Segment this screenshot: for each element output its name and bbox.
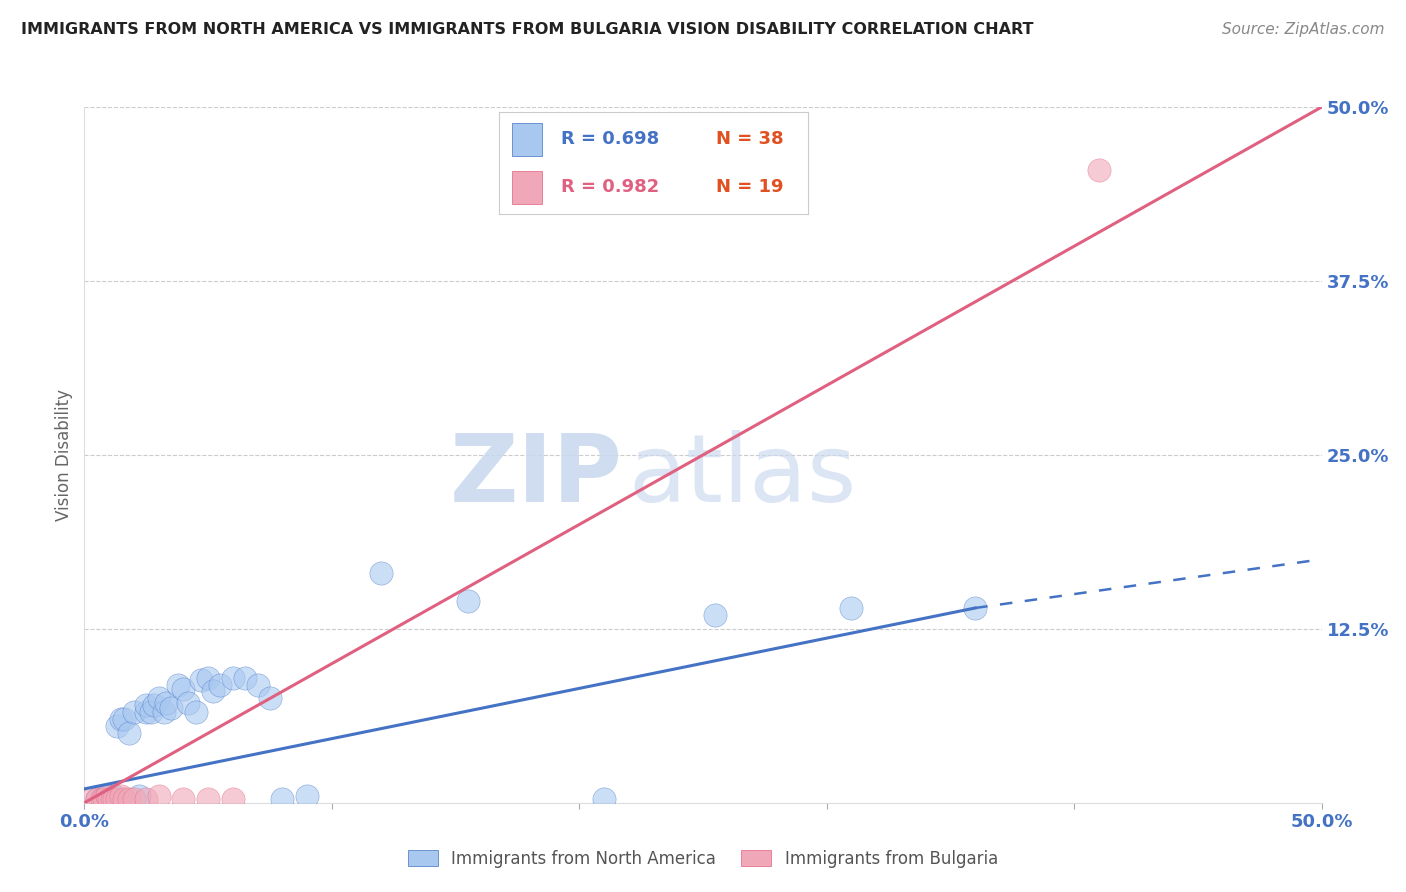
Point <box>246 677 269 691</box>
Point <box>98 791 121 805</box>
Point <box>93 791 115 805</box>
Point <box>148 789 170 803</box>
Point <box>259 691 281 706</box>
Point <box>118 791 141 805</box>
Text: atlas: atlas <box>628 430 858 522</box>
Point <box>148 691 170 706</box>
Point <box>222 791 245 805</box>
Point <box>122 706 145 720</box>
Point <box>370 566 392 581</box>
Point <box>103 791 125 805</box>
Point <box>135 791 157 805</box>
Text: ZIP: ZIP <box>450 430 623 522</box>
Point <box>135 698 157 713</box>
Point <box>112 712 135 726</box>
Point <box>90 791 112 805</box>
Point <box>209 677 232 691</box>
Point <box>100 791 122 805</box>
Legend: Immigrants from North America, Immigrants from Bulgaria: Immigrants from North America, Immigrant… <box>402 843 1004 874</box>
Point <box>160 701 183 715</box>
Point <box>118 726 141 740</box>
Point <box>197 791 219 805</box>
Text: N = 38: N = 38 <box>716 130 783 148</box>
Point <box>110 712 132 726</box>
Text: Source: ZipAtlas.com: Source: ZipAtlas.com <box>1222 22 1385 37</box>
Point <box>184 706 207 720</box>
Y-axis label: Vision Disability: Vision Disability <box>55 389 73 521</box>
Text: R = 0.982: R = 0.982 <box>561 178 659 196</box>
Point <box>112 791 135 805</box>
Point <box>177 696 200 710</box>
Point <box>271 791 294 805</box>
Point <box>105 719 128 733</box>
Point <box>167 677 190 691</box>
Point <box>965 601 987 615</box>
Point <box>86 791 108 805</box>
Point <box>222 671 245 685</box>
Point <box>141 706 163 720</box>
Point <box>1088 162 1111 177</box>
Point <box>593 791 616 805</box>
Point <box>128 789 150 803</box>
Point <box>98 789 121 803</box>
FancyBboxPatch shape <box>512 123 543 155</box>
Point <box>172 681 194 696</box>
Text: R = 0.698: R = 0.698 <box>561 130 659 148</box>
Point <box>841 601 863 615</box>
Point <box>135 706 157 720</box>
Point <box>152 706 174 720</box>
Point <box>457 594 479 608</box>
Point <box>105 791 128 805</box>
Point <box>233 671 256 685</box>
Point <box>103 789 125 803</box>
Text: IMMIGRANTS FROM NORTH AMERICA VS IMMIGRANTS FROM BULGARIA VISION DISABILITY CORR: IMMIGRANTS FROM NORTH AMERICA VS IMMIGRA… <box>21 22 1033 37</box>
Point <box>704 607 727 622</box>
FancyBboxPatch shape <box>512 171 543 204</box>
Point <box>80 791 103 805</box>
Point <box>202 684 225 698</box>
Point <box>86 791 108 805</box>
Point <box>110 789 132 803</box>
Point <box>142 698 165 713</box>
Text: N = 19: N = 19 <box>716 178 783 196</box>
Point <box>93 789 115 803</box>
Point <box>295 789 318 803</box>
Point <box>122 791 145 805</box>
Point <box>197 671 219 685</box>
Point <box>96 789 118 803</box>
Point <box>190 673 212 688</box>
Point <box>155 696 177 710</box>
Point <box>172 791 194 805</box>
